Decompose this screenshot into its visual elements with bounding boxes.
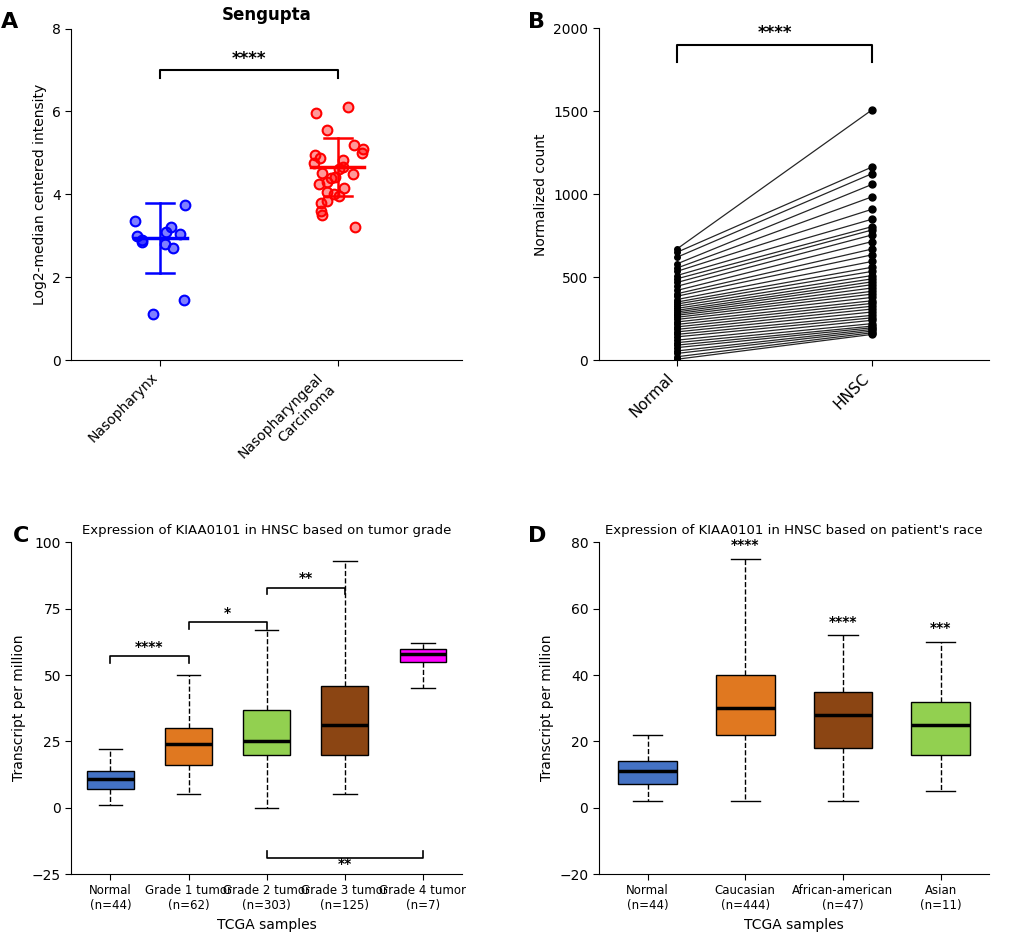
Text: ****: **** [231, 49, 266, 67]
PathPatch shape [618, 761, 677, 785]
PathPatch shape [244, 710, 289, 754]
Text: D: D [528, 526, 546, 546]
Text: ****: **** [136, 640, 164, 655]
Text: ***: *** [929, 621, 951, 636]
Y-axis label: Transcript per million: Transcript per million [539, 635, 553, 782]
PathPatch shape [165, 728, 212, 766]
PathPatch shape [813, 692, 871, 748]
Y-axis label: Normalized count: Normalized count [533, 133, 547, 256]
Y-axis label: Log2-median centered intensity: Log2-median centered intensity [33, 84, 47, 305]
Title: Expression of KIAA0101 in HNSC based on tumor grade: Expression of KIAA0101 in HNSC based on … [82, 524, 451, 537]
X-axis label: TCGA samples: TCGA samples [744, 918, 843, 932]
Text: A: A [1, 12, 18, 32]
X-axis label: TCGA samples: TCGA samples [217, 918, 316, 932]
Text: ****: **** [756, 24, 791, 42]
Text: ****: **** [827, 615, 856, 629]
PathPatch shape [399, 649, 446, 662]
Text: ****: **** [731, 539, 759, 552]
PathPatch shape [321, 686, 368, 754]
Text: B: B [528, 12, 545, 32]
PathPatch shape [87, 770, 133, 789]
Y-axis label: Transcript per million: Transcript per million [12, 635, 26, 782]
Title: Expression of KIAA0101 in HNSC based on patient's race: Expression of KIAA0101 in HNSC based on … [604, 524, 982, 537]
PathPatch shape [910, 702, 969, 754]
PathPatch shape [715, 675, 773, 734]
Text: C: C [13, 526, 30, 546]
Text: *: * [224, 606, 231, 620]
Title: Sengupta: Sengupta [221, 6, 311, 24]
Text: **: ** [337, 857, 352, 871]
Text: **: ** [299, 571, 313, 585]
